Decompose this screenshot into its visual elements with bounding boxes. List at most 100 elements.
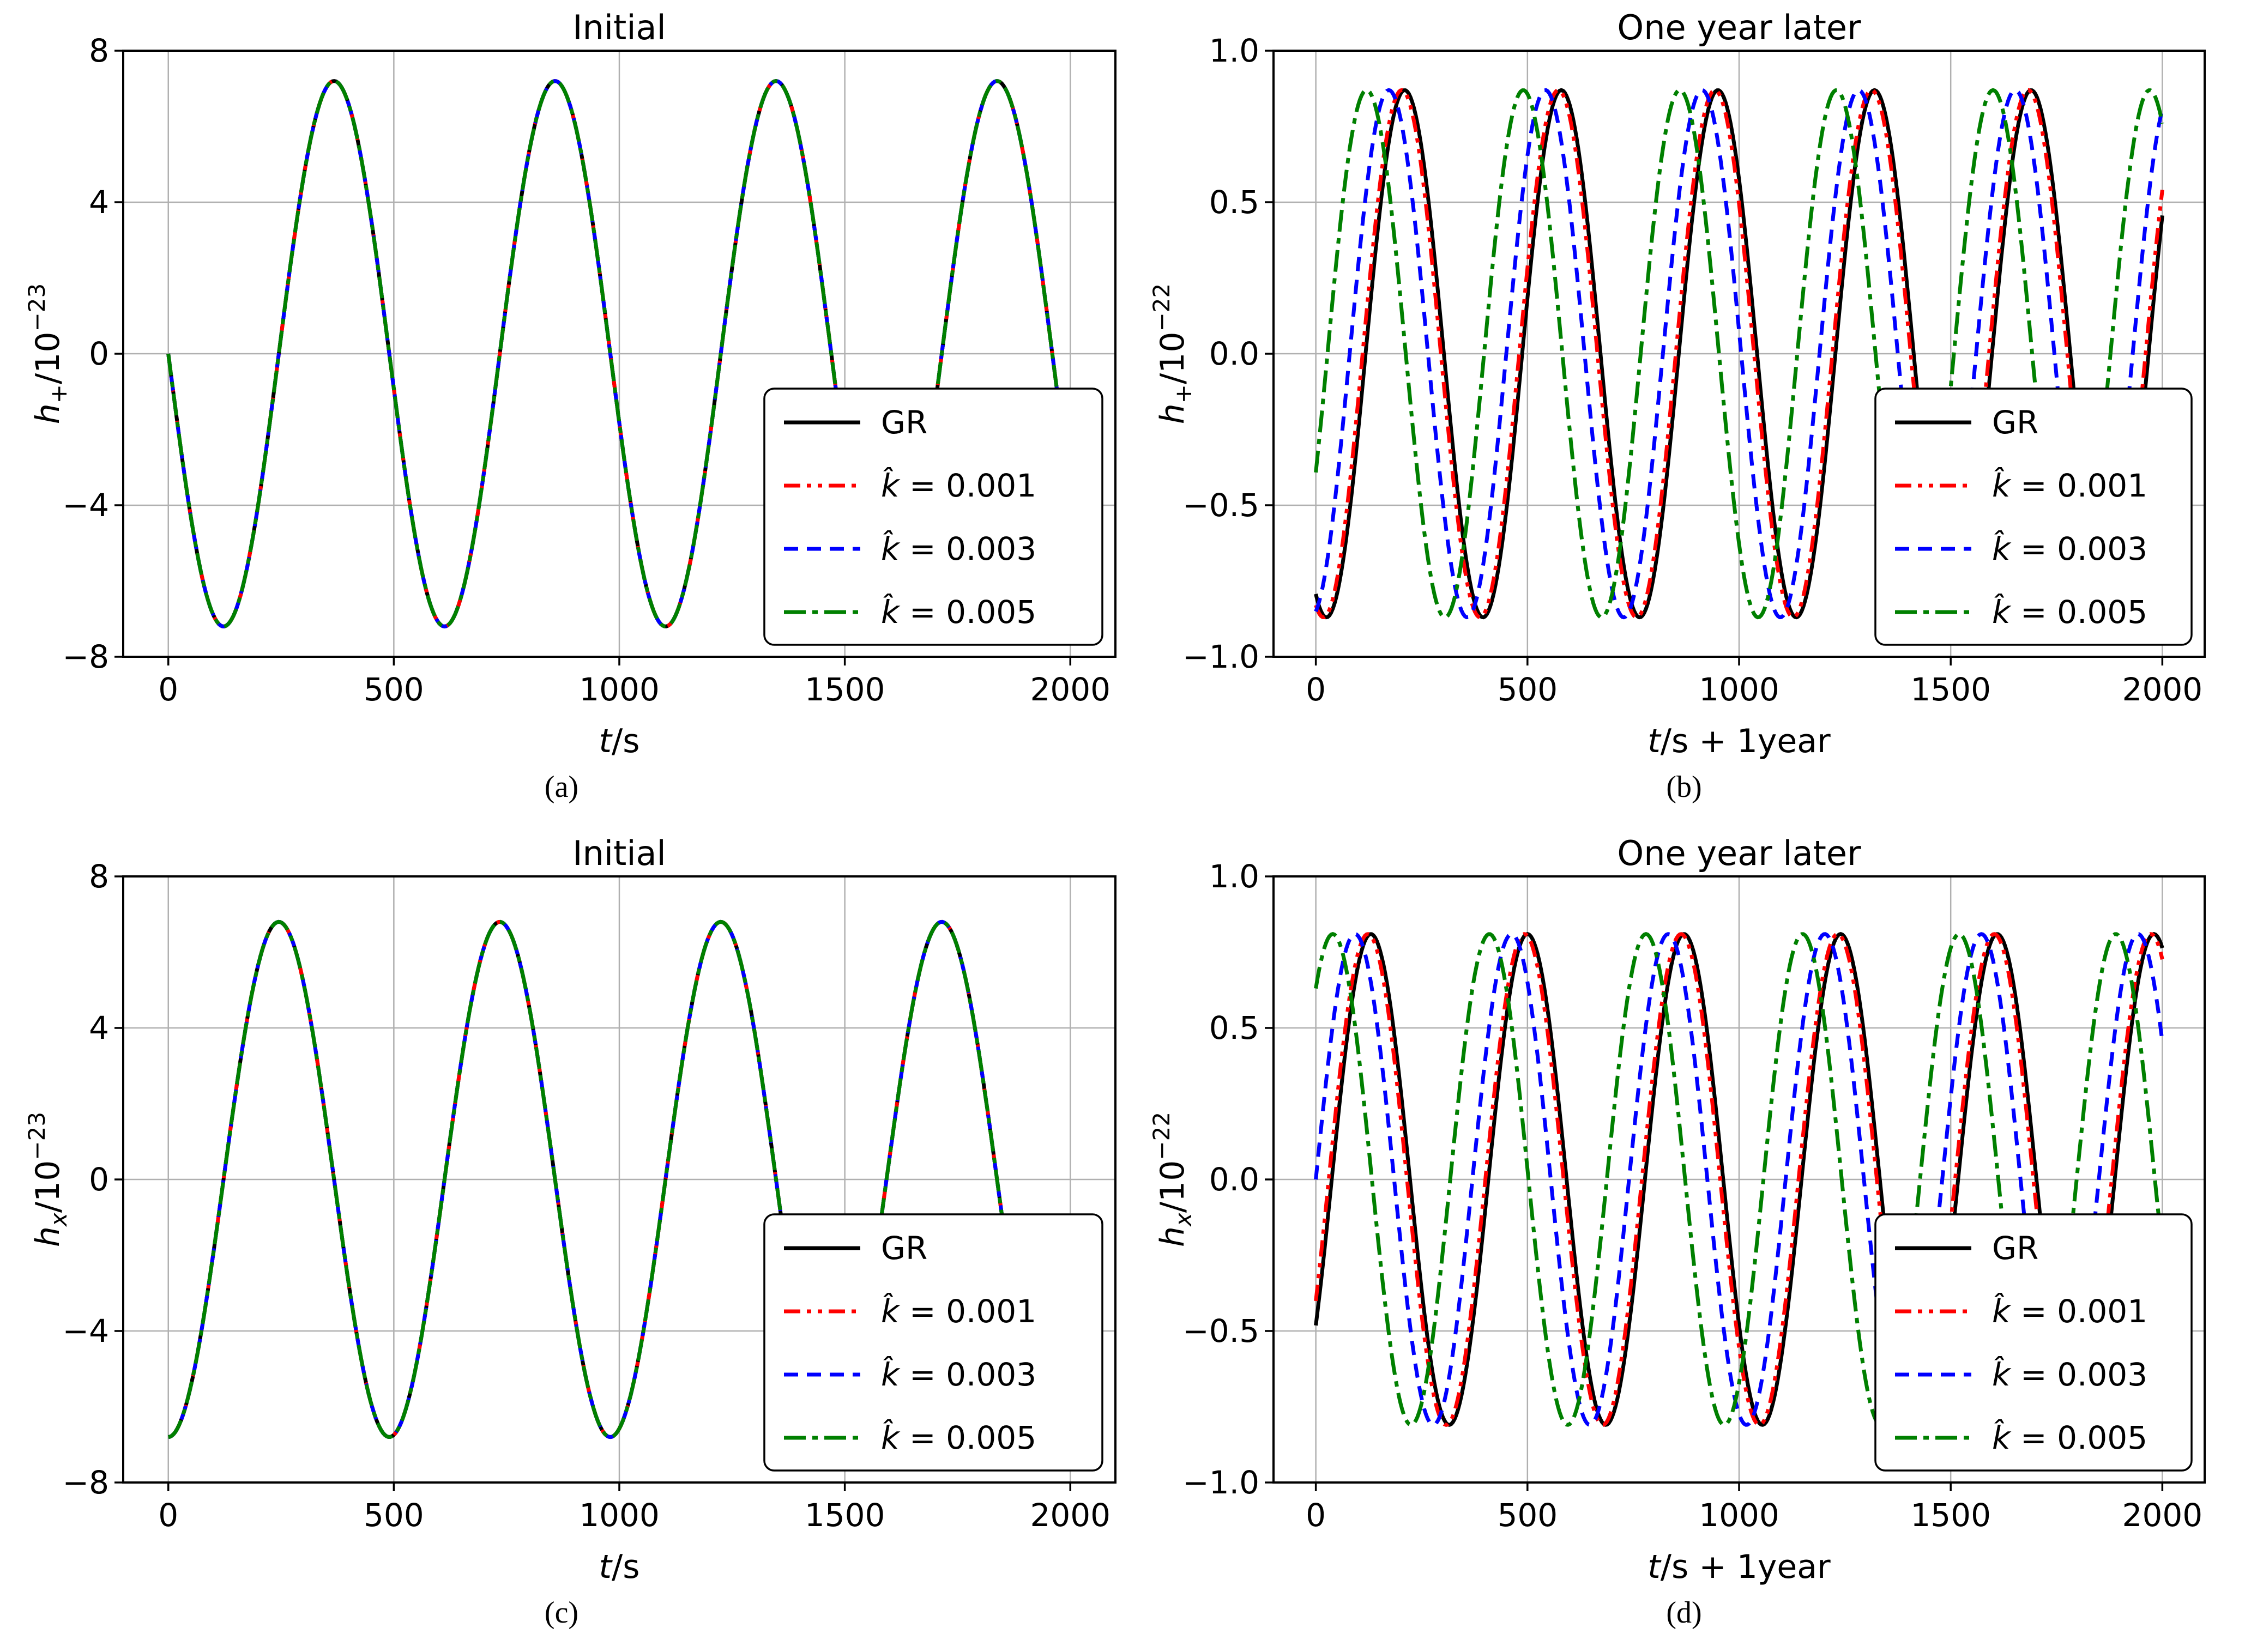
legend-label: k̂ = 0.003 (1992, 530, 2147, 567)
panel-cell-c: 0 500 1000 1500 2000 8 4 0 −4 −8 Initial t/s hx/10−2… (0, 826, 1122, 1652)
panel-c: 0 500 1000 1500 2000 8 4 0 −4 −8 Initial t/s hx/10−2… (23, 833, 1117, 1630)
x-tick-label: 2000 (2122, 1497, 2203, 1534)
y-tick-label: 1.0 (1209, 858, 1259, 895)
y-tick-label: 4 (89, 1009, 109, 1046)
x-tick-label: 1500 (1910, 1497, 1991, 1534)
y-tick-label: −8 (63, 638, 110, 675)
legend: GR k̂ = 0.001 k̂ = 0.003 k̂ = 0.005 (1874, 1213, 2193, 1472)
legend-label: GR (881, 404, 927, 441)
caption: (b) (1666, 770, 1701, 804)
legend-box (763, 1213, 1103, 1472)
x-tick-label: 0 (1306, 1497, 1326, 1534)
panel-a-group: 0 500 1000 1500 2000 8 4 0 −4 −8 Initial t/s h+/10−2… (23, 8, 1117, 804)
caption: (d) (1666, 1596, 1701, 1630)
legend-label: GR (1992, 404, 2038, 441)
x-tick-label: 2000 (2122, 671, 2203, 708)
x-axis-label: t/s (599, 1548, 639, 1586)
x-tick-label: 0 (158, 1497, 178, 1534)
x-tick-label: 1000 (1699, 1497, 1779, 1534)
series-path-GR (1314, 88, 2164, 620)
legend-label: k̂ = 0.005 (881, 1419, 1036, 1456)
tick-marks (1265, 875, 2164, 1491)
tick-marks (1265, 50, 2164, 665)
panel-title: One year later (1617, 833, 1861, 873)
x-tick-label: 0 (1306, 671, 1326, 708)
x-tick-label: 500 (1497, 671, 1558, 708)
legend-label: k̂ = 0.003 (1992, 1356, 2147, 1393)
legend: GR k̂ = 0.001 k̂ = 0.003 k̂ = 0.005 (1874, 388, 2193, 646)
x-axis-label: t/s + 1year (1647, 1548, 1831, 1586)
x-tick-label: 1000 (1699, 671, 1779, 708)
legend-label: k̂ = 0.005 (1992, 593, 2147, 631)
legend-label: GR (1992, 1230, 2038, 1267)
legend-label: k̂ = 0.001 (1992, 1292, 2147, 1330)
y-axis-label: hx/10−22 (1148, 1112, 1197, 1247)
caption: (c) (545, 1596, 578, 1630)
panel-c-group: 0 500 1000 1500 2000 8 4 0 −4 −8 Initial t/s hx/10−2… (23, 833, 1117, 1630)
y-tick-label: 0 (89, 335, 109, 372)
series-path-k-0.001 (1314, 932, 2164, 1427)
series-path-k-0.003 (1314, 88, 2164, 620)
legend-label: k̂ = 0.005 (881, 593, 1036, 631)
x-tick-label: 500 (1497, 1497, 1558, 1534)
x-tick-label: 1500 (805, 1497, 885, 1534)
x-tick-label: 1500 (805, 671, 885, 708)
legend-label: k̂ = 0.003 (881, 1356, 1036, 1393)
x-tick-label: 500 (364, 671, 424, 708)
y-tick-label: −0.5 (1182, 487, 1259, 524)
legend-label: k̂ = 0.001 (1992, 467, 2147, 504)
series-path-k-0.005 (1314, 932, 2164, 1427)
y-tick-label: 0.0 (1209, 335, 1259, 372)
y-tick-label: −1.0 (1182, 1464, 1259, 1501)
x-tick-label: 500 (364, 1497, 424, 1534)
x-tick-label: 1000 (579, 1497, 660, 1534)
y-axis-label: h+/10−22 (1148, 283, 1197, 424)
y-tick-label: 0 (89, 1161, 109, 1198)
y-axis-label: h+/10−23 (23, 283, 72, 424)
y-tick-label: 0.0 (1209, 1161, 1259, 1198)
legend: GR k̂ = 0.001 k̂ = 0.003 k̂ = 0.005 (763, 1213, 1103, 1472)
x-axis-label: t/s + 1year (1647, 722, 1831, 760)
legend-label: k̂ = 0.001 (881, 467, 1036, 504)
y-tick-label: 0.5 (1209, 184, 1259, 221)
y-tick-label: 1.0 (1209, 32, 1259, 69)
y-tick-label: −1.0 (1182, 638, 1259, 675)
legend-box (1874, 388, 2193, 646)
y-axis-label: hx/10−23 (23, 1112, 72, 1247)
legend: GR k̂ = 0.001 k̂ = 0.003 k̂ = 0.005 (763, 388, 1103, 646)
y-tick-label: 8 (89, 858, 109, 895)
x-tick-label: 2000 (1030, 1497, 1111, 1534)
panel-cell-b: 0 500 1000 1500 2000 1.0 0.5 0.0 −0.5 −1.0 One yea… (1122, 0, 2245, 826)
y-tick-label: −0.5 (1182, 1312, 1259, 1350)
y-tick-label: 4 (89, 184, 109, 221)
series-path-k-0.005 (168, 919, 1072, 1439)
series-path-GR (1314, 932, 2164, 1427)
series-path-k-0.005 (1314, 88, 2164, 620)
tick-marks (114, 50, 1072, 665)
legend-box (763, 388, 1103, 646)
y-tick-label: −8 (63, 1464, 110, 1501)
y-tick-label: 0.5 (1209, 1009, 1259, 1046)
panel-cell-a: 0 500 1000 1500 2000 8 4 0 −4 −8 Initial t/s h+/10−2… (0, 0, 1122, 826)
legend-label: GR (881, 1230, 927, 1267)
legend-box (1874, 1213, 2193, 1472)
panel-title: Initial (572, 8, 666, 47)
caption: (a) (545, 770, 578, 804)
x-axis-label: t/s (599, 722, 639, 760)
panel-title: Initial (572, 833, 666, 873)
y-tick-label: 8 (89, 32, 109, 69)
x-tick-label: 1000 (579, 671, 660, 708)
y-tick-label: −4 (63, 1312, 110, 1350)
y-tick-label: −4 (63, 487, 110, 524)
legend-label: k̂ = 0.003 (881, 530, 1036, 567)
series-path-k-0.003 (1314, 932, 2164, 1427)
panel-d: 0 500 1000 1500 2000 1.0 0.5 0.0 −0.5 −1.0 One yea… (1148, 833, 2206, 1630)
tick-marks (114, 875, 1072, 1491)
panel-b-group: 0 500 1000 1500 2000 1.0 0.5 0.0 −0.5 −1.0 One yea… (1148, 8, 2206, 804)
x-tick-label: 1500 (1910, 671, 1991, 708)
legend-label: k̂ = 0.001 (881, 1292, 1036, 1330)
panel-title: One year later (1617, 8, 1861, 47)
panel-cell-d: 0 500 1000 1500 2000 1.0 0.5 0.0 −0.5 −1.0 One yea… (1122, 826, 2245, 1652)
panel-a: 0 500 1000 1500 2000 8 4 0 −4 −8 Initial t/s h+/10−2… (23, 8, 1117, 804)
